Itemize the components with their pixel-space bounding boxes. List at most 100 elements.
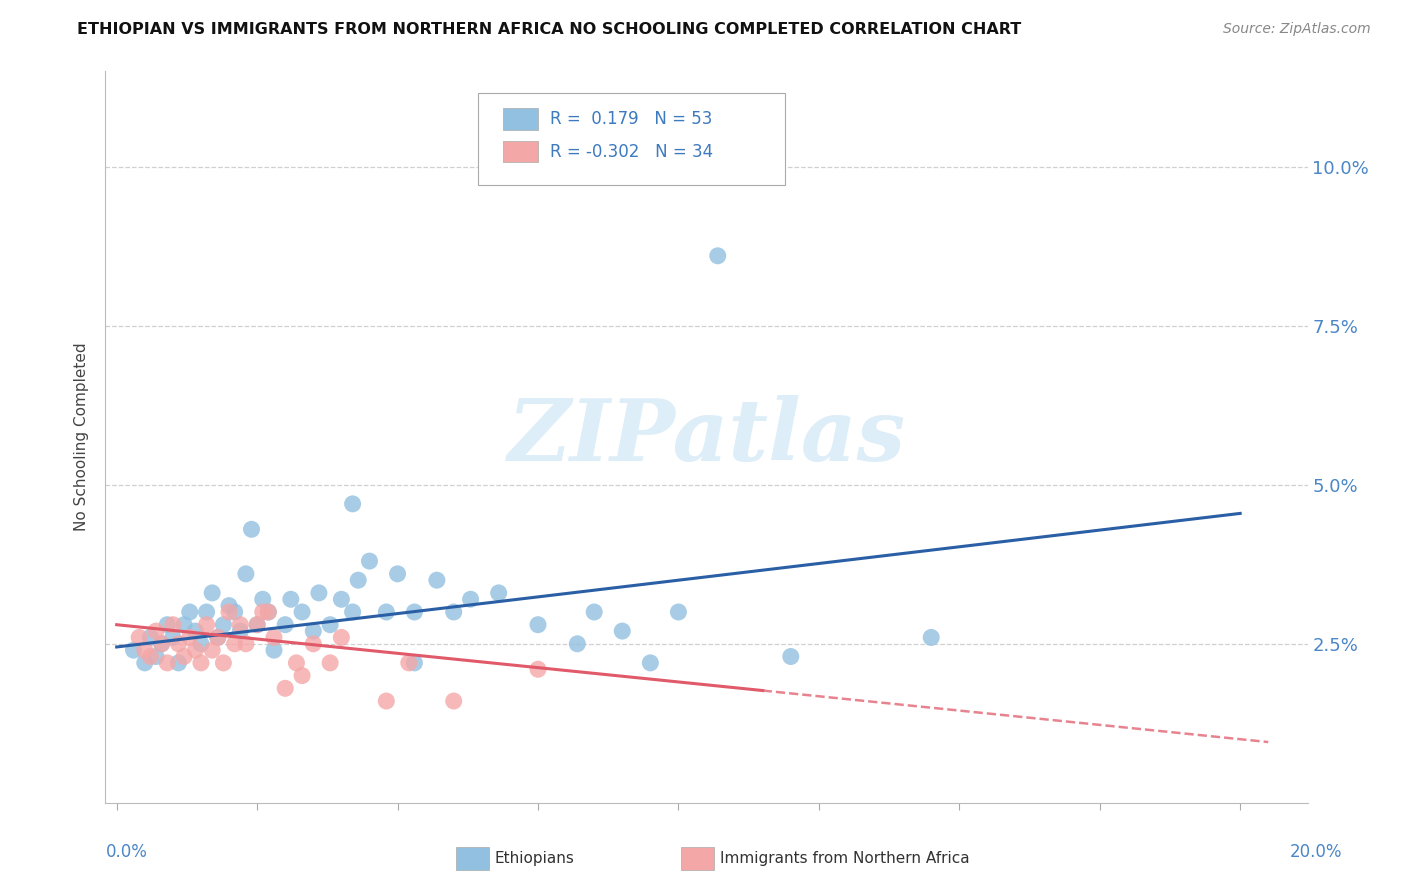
Point [162, 631, 184, 645]
Point [404, 605, 426, 619]
Point [212, 617, 235, 632]
Text: R = -0.302   N = 34: R = -0.302 N = 34 [550, 143, 713, 161]
Point [375, 605, 398, 619]
Point [274, 681, 297, 696]
Y-axis label: No Schooling Completed: No Schooling Completed [75, 343, 90, 532]
Point [488, 586, 510, 600]
Point [207, 631, 229, 645]
Point [319, 656, 342, 670]
Point [280, 592, 302, 607]
Text: ETHIOPIAN VS IMMIGRANTS FROM NORTHERN AFRICA NO SCHOOLING COMPLETED CORRELATION : ETHIOPIAN VS IMMIGRANTS FROM NORTHERN AF… [77, 22, 1022, 37]
Point [179, 605, 201, 619]
Point [240, 522, 263, 536]
Point [263, 643, 285, 657]
FancyBboxPatch shape [478, 94, 785, 185]
Point [527, 662, 550, 676]
Point [235, 566, 257, 581]
Point [139, 631, 162, 645]
Point [173, 649, 195, 664]
Point [201, 643, 224, 657]
Point [398, 656, 420, 670]
Point [527, 617, 550, 632]
Point [291, 605, 314, 619]
Point [229, 624, 252, 638]
Point [156, 656, 179, 670]
Point [167, 637, 190, 651]
Point [128, 631, 150, 645]
Point [583, 605, 606, 619]
Point [302, 624, 325, 638]
Text: Immigrants from Northern Africa: Immigrants from Northern Africa [720, 851, 970, 865]
Point [134, 643, 156, 657]
Point [426, 573, 449, 587]
Point [224, 637, 246, 651]
FancyBboxPatch shape [503, 141, 538, 162]
Point [330, 631, 353, 645]
Point [920, 631, 942, 645]
Point [252, 592, 274, 607]
Text: R =  0.179   N = 53: R = 0.179 N = 53 [550, 110, 713, 128]
Point [139, 649, 162, 664]
Point [184, 624, 207, 638]
Point [460, 592, 482, 607]
Point [173, 617, 195, 632]
Point [668, 605, 690, 619]
Point [347, 573, 370, 587]
Point [612, 624, 634, 638]
Point [387, 566, 409, 581]
Point [229, 617, 252, 632]
Point [195, 617, 218, 632]
Point [567, 637, 589, 651]
Point [252, 605, 274, 619]
Text: Source: ZipAtlas.com: Source: ZipAtlas.com [1223, 22, 1371, 37]
Point [207, 631, 229, 645]
Point [179, 631, 201, 645]
Point [218, 599, 240, 613]
Point [145, 624, 167, 638]
Point [257, 605, 280, 619]
Point [706, 249, 728, 263]
Point [308, 586, 330, 600]
Point [162, 617, 184, 632]
Point [224, 605, 246, 619]
Point [257, 605, 280, 619]
Point [195, 605, 218, 619]
Point [122, 643, 145, 657]
Point [167, 656, 190, 670]
FancyBboxPatch shape [503, 108, 538, 129]
Point [342, 497, 364, 511]
Point [235, 637, 257, 651]
Point [134, 656, 156, 670]
Text: Ethiopians: Ethiopians [495, 851, 575, 865]
Point [640, 656, 662, 670]
Point [263, 631, 285, 645]
Point [359, 554, 381, 568]
Point [274, 617, 297, 632]
Point [291, 668, 314, 682]
Point [184, 643, 207, 657]
Point [342, 605, 364, 619]
Point [246, 617, 269, 632]
Point [330, 592, 353, 607]
Point [443, 694, 465, 708]
Point [190, 637, 212, 651]
Point [212, 656, 235, 670]
Point [150, 637, 173, 651]
Point [156, 617, 179, 632]
Point [375, 694, 398, 708]
Point [404, 656, 426, 670]
Point [190, 656, 212, 670]
Point [302, 637, 325, 651]
Point [218, 605, 240, 619]
Point [145, 649, 167, 664]
Point [246, 617, 269, 632]
Point [201, 586, 224, 600]
Text: 0.0%: 0.0% [105, 843, 148, 861]
Point [285, 656, 308, 670]
Text: ZIPatlas: ZIPatlas [508, 395, 905, 479]
Text: 20.0%: 20.0% [1291, 843, 1343, 861]
Point [443, 605, 465, 619]
Point [150, 637, 173, 651]
Point [319, 617, 342, 632]
Point [779, 649, 801, 664]
